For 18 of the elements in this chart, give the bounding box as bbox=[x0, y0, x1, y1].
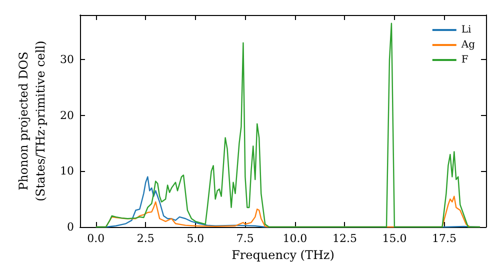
x-tick-label: 5.0 bbox=[186, 232, 204, 245]
x-tick-label: 2.5 bbox=[136, 232, 154, 245]
x-tick-label: 10.0 bbox=[282, 232, 308, 245]
y-tick-label: 20 bbox=[60, 108, 74, 122]
x-axis-title: Frequency (THz) bbox=[232, 248, 334, 262]
legend-label: Ag bbox=[460, 40, 476, 50]
y-tick-label: 10 bbox=[60, 164, 74, 178]
x-tick-label: 7.5 bbox=[236, 232, 254, 245]
x-tick-label: 12.5 bbox=[332, 232, 357, 245]
line-series bbox=[95, 22, 481, 228]
x-tick-label: 0.0 bbox=[87, 232, 105, 245]
y-axis-title: Phonon projected DOS (States/THz·primitive cell) bbox=[16, 40, 48, 202]
y-tick-label: 30 bbox=[60, 53, 74, 66]
legend-label: Li bbox=[461, 24, 472, 36]
y-tick-label: 0 bbox=[67, 220, 74, 234]
x-tick-label: 17.5 bbox=[432, 232, 456, 245]
legend-label: F bbox=[461, 54, 468, 66]
x-tick-label: 15.0 bbox=[382, 232, 407, 245]
